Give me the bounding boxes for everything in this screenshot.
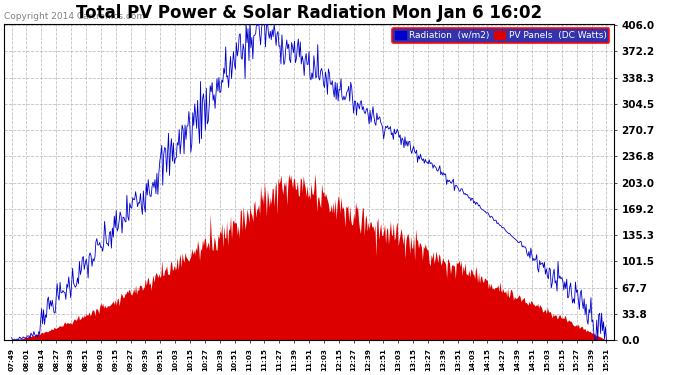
Title: Total PV Power & Solar Radiation Mon Jan 6 16:02: Total PV Power & Solar Radiation Mon Jan… — [76, 4, 542, 22]
Legend: Radiation  (w/m2), PV Panels  (DC Watts): Radiation (w/m2), PV Panels (DC Watts) — [393, 28, 609, 43]
Text: Copyright 2014 Cartronics.com: Copyright 2014 Cartronics.com — [4, 12, 146, 21]
